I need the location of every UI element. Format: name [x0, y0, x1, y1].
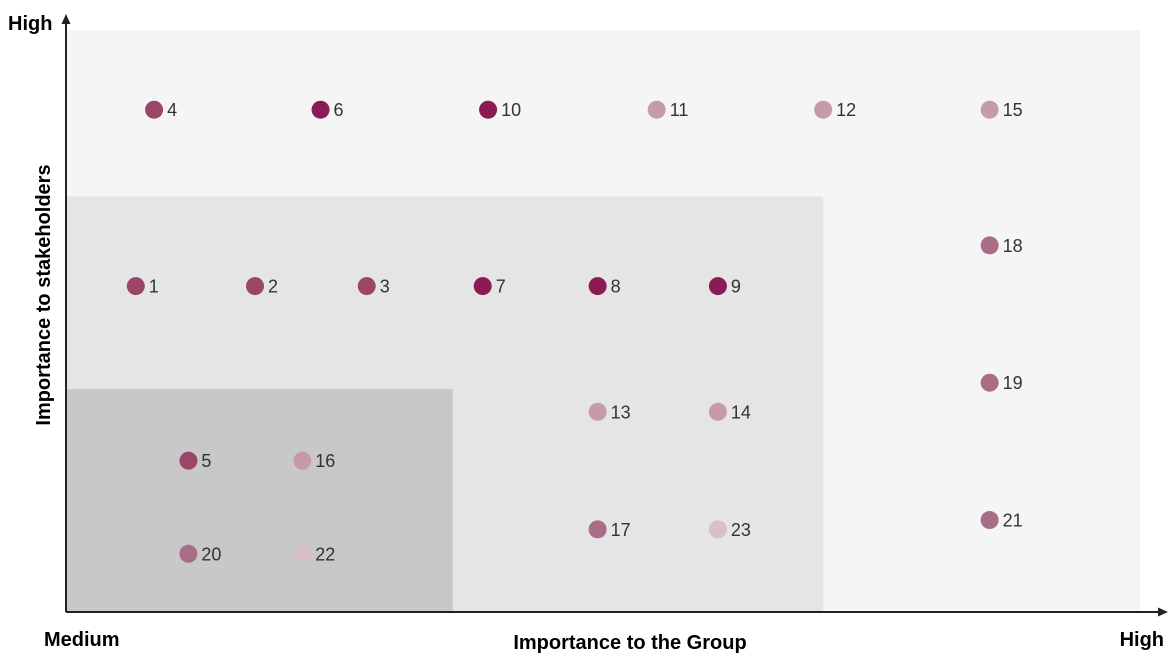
- data-point-18: 18: [980, 236, 1023, 256]
- point-marker: [980, 236, 999, 255]
- point-marker: [473, 277, 492, 296]
- point-marker: [708, 277, 727, 296]
- point-label: 16: [315, 451, 335, 471]
- y-axis-arrow: [61, 14, 71, 24]
- point-label: 7: [496, 277, 506, 297]
- data-point-21: 21: [980, 511, 1023, 531]
- data-point-16: 16: [293, 451, 335, 471]
- point-label: 22: [315, 544, 335, 564]
- point-marker: [814, 100, 833, 119]
- point-marker: [246, 277, 265, 296]
- data-point-14: 14: [708, 402, 751, 422]
- point-label: 19: [1003, 373, 1023, 393]
- data-point-5: 5: [179, 451, 211, 471]
- data-point-6: 6: [311, 100, 344, 120]
- data-point-19: 19: [980, 373, 1023, 393]
- point-marker: [145, 100, 164, 119]
- data-point-3: 3: [357, 277, 390, 297]
- data-point-8: 8: [588, 277, 621, 297]
- point-label: 5: [201, 451, 211, 471]
- point-label: 20: [201, 544, 221, 564]
- axes: [61, 14, 1168, 617]
- point-marker: [311, 100, 330, 119]
- point-marker: [647, 100, 666, 119]
- point-marker: [588, 402, 607, 421]
- data-point-4: 4: [145, 100, 177, 120]
- point-marker: [179, 544, 198, 563]
- data-point-9: 9: [708, 277, 741, 297]
- data-point-20: 20: [179, 544, 221, 564]
- point-marker: [980, 100, 999, 119]
- point-marker: [179, 451, 198, 470]
- zone-tier-1: [66, 389, 453, 612]
- x-axis-max-label: High: [1120, 629, 1164, 651]
- point-label: 12: [836, 100, 856, 120]
- point-label: 14: [731, 402, 751, 422]
- point-label: 8: [611, 277, 621, 297]
- point-marker: [479, 100, 498, 119]
- data-point-23: 23: [708, 520, 751, 540]
- point-marker: [293, 451, 312, 470]
- point-label: 10: [501, 100, 521, 120]
- point-label: 9: [731, 277, 741, 297]
- point-label: 21: [1003, 511, 1023, 531]
- point-marker: [357, 277, 376, 296]
- point-label: 11: [670, 100, 689, 120]
- point-label: 4: [167, 100, 177, 120]
- point-label: 2: [268, 277, 278, 297]
- point-label: 17: [611, 520, 631, 540]
- point-label: 6: [334, 100, 344, 120]
- point-label: 1: [149, 277, 159, 297]
- x-axis-min-label: Medium: [44, 629, 120, 651]
- data-point-11: 11: [647, 100, 689, 120]
- point-label: 23: [731, 520, 751, 540]
- x-axis-arrow: [1158, 607, 1168, 617]
- point-marker: [588, 277, 607, 296]
- point-marker: [293, 544, 312, 563]
- point-label: 13: [611, 402, 631, 422]
- point-marker: [980, 373, 999, 392]
- data-point-12: 12: [814, 100, 856, 120]
- point-label: 15: [1003, 100, 1023, 120]
- x-axis-title: Importance to the Group: [513, 632, 746, 654]
- y-axis-title: Importance to stakeholders: [33, 164, 55, 425]
- point-label: 3: [380, 277, 390, 297]
- point-marker: [708, 402, 727, 421]
- data-point-2: 2: [246, 277, 278, 297]
- point-marker: [708, 520, 727, 539]
- point-label: 18: [1003, 236, 1023, 256]
- data-point-7: 7: [473, 277, 506, 297]
- data-point-10: 10: [479, 100, 521, 120]
- point-marker: [588, 520, 607, 539]
- y-axis-max-label: High: [8, 13, 52, 35]
- data-point-17: 17: [588, 520, 631, 540]
- data-point-15: 15: [980, 100, 1023, 120]
- data-point-1: 1: [126, 277, 159, 297]
- data-point-22: 22: [293, 544, 335, 564]
- zone-backgrounds: [66, 30, 1140, 612]
- data-point-13: 13: [588, 402, 631, 422]
- point-marker: [126, 277, 145, 296]
- point-marker: [980, 511, 999, 530]
